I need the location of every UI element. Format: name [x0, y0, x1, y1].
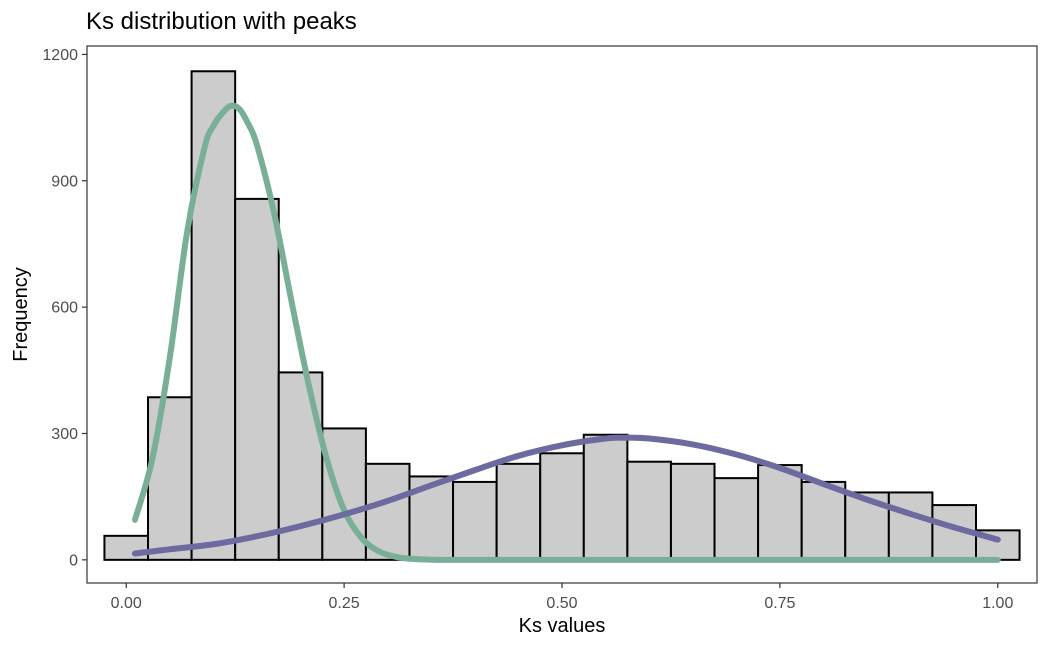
density-curves — [131, 102, 1001, 563]
histogram-bar — [887, 491, 934, 561]
histogram-bar — [713, 477, 760, 561]
histogram-bar — [234, 197, 280, 561]
y-tick-label: 1200 — [42, 47, 78, 64]
histogram-bars — [103, 70, 1021, 561]
histogram-bar — [669, 462, 716, 561]
histogram-bar — [147, 396, 193, 561]
density-curve-peak-2 — [131, 434, 1001, 557]
y-axis-title: Frequency — [10, 267, 32, 362]
histogram-bar — [757, 464, 803, 561]
histogram-bar — [495, 462, 542, 561]
density-curve-peak-1 — [131, 102, 1001, 563]
x-axis: 0.00 0.25 0.50 0.75 1.00 — [111, 583, 1013, 612]
chart-title: Ks distribution with peaks — [86, 8, 357, 35]
x-tick-label: 1.00 — [982, 595, 1013, 612]
y-axis: 0 300 600 900 1200 — [42, 47, 87, 569]
x-tick-label: 0.25 — [329, 595, 360, 612]
x-tick-label: 0.00 — [111, 595, 142, 612]
y-tick-label: 300 — [51, 426, 78, 443]
histogram-bar — [800, 480, 847, 561]
histogram-bar — [452, 480, 498, 561]
histogram-bar — [103, 534, 150, 561]
histogram-bar — [364, 462, 411, 561]
y-tick-label: 900 — [51, 173, 78, 190]
y-tick-label: 0 — [69, 552, 78, 569]
x-tick-label: 0.50 — [546, 595, 577, 612]
y-tick-label: 600 — [51, 300, 78, 317]
histogram-bar — [190, 70, 237, 561]
x-tick-label: 0.75 — [764, 595, 795, 612]
histogram-bar — [539, 452, 585, 561]
histogram-bar — [626, 460, 672, 561]
histogram-bar — [582, 433, 629, 561]
x-axis-title: Ks values — [519, 615, 606, 637]
histogram-bar — [321, 427, 367, 561]
